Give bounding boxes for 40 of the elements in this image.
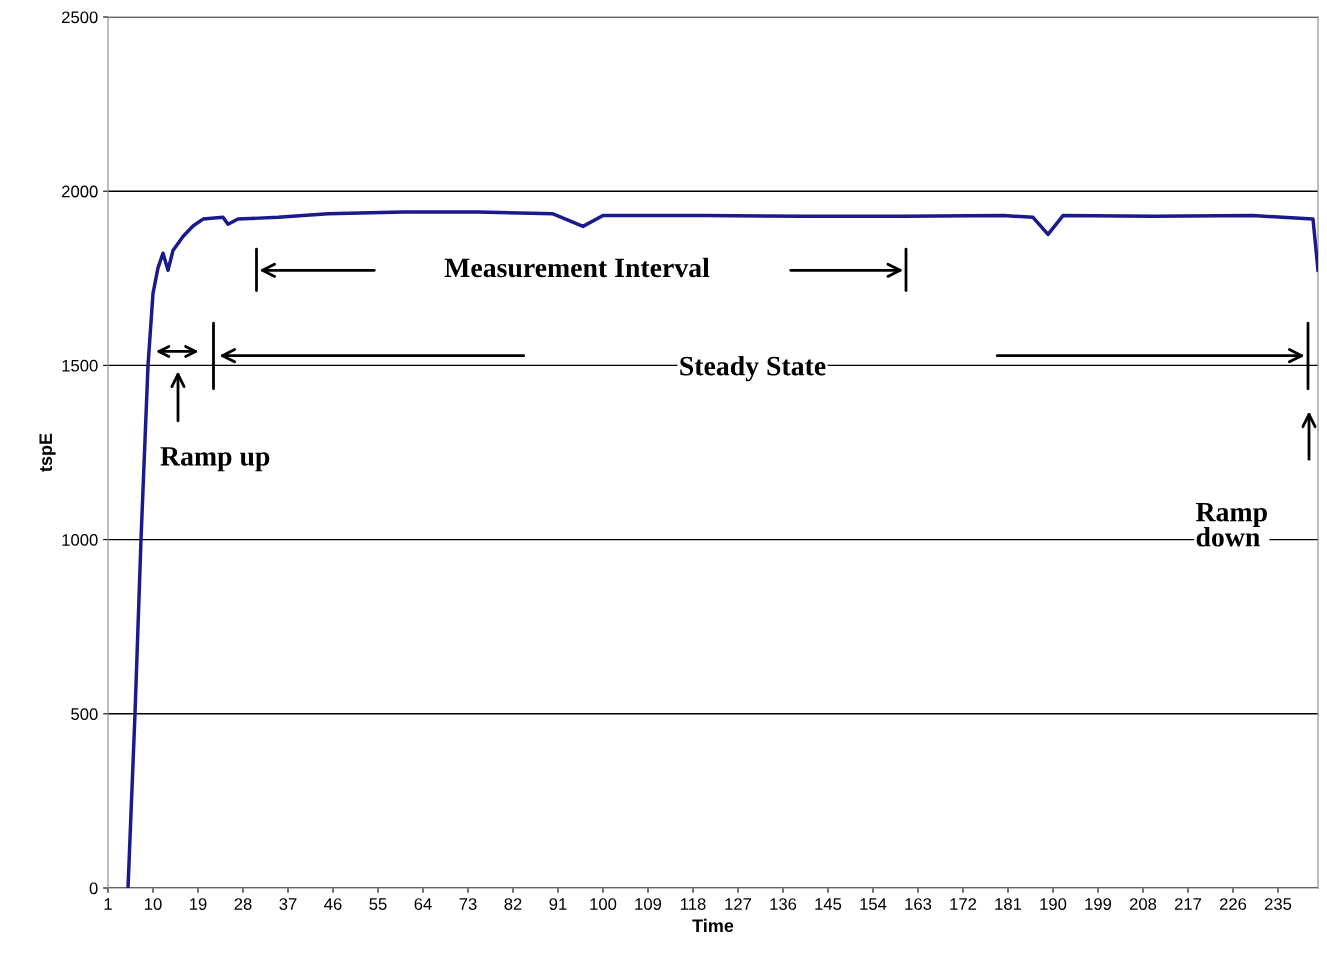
x-tick-label: 28 <box>234 898 252 910</box>
x-tick-label: 55 <box>369 898 387 910</box>
x-tick-label: 217 <box>1174 898 1202 910</box>
x-axis-title: Time <box>692 918 734 933</box>
y-tick-label: 1500 <box>62 359 98 372</box>
y-tick-label: 0 <box>89 882 98 895</box>
x-tick-label: 199 <box>1085 898 1112 910</box>
x-tick-label: 19 <box>190 898 207 910</box>
annotation: Steady State <box>680 355 826 382</box>
y-tick-label: 1000 <box>62 534 98 546</box>
x-tick-label: 208 <box>1129 898 1157 910</box>
y-tick-label: 2500 <box>62 11 98 24</box>
x-tick-label: 181 <box>995 898 1022 910</box>
x-tick-label: 73 <box>459 898 477 910</box>
x-tick-label: 190 <box>1040 898 1067 910</box>
x-tick-label: 10 <box>145 898 162 910</box>
x-tick-label: 136 <box>770 898 797 910</box>
annotation: Ramp up <box>160 447 270 472</box>
annotation: Ramp down <box>1195 502 1267 547</box>
x-tick-label: 226 <box>1219 898 1247 910</box>
x-tick-label: 91 <box>549 898 567 910</box>
x-tick-label: 82 <box>504 898 522 910</box>
y-tick-label: 2000 <box>62 185 98 198</box>
x-tick-label: 46 <box>324 898 342 910</box>
x-tick-label: 145 <box>815 898 842 910</box>
x-tick-label: 154 <box>860 898 887 910</box>
x-tick-label: 172 <box>950 898 977 910</box>
x-tick-label: 127 <box>725 898 752 910</box>
x-tick-label: 235 <box>1264 898 1292 910</box>
x-tick-label: 109 <box>635 898 662 910</box>
annotation: Measurement Interval <box>444 257 710 278</box>
x-tick-label: 1 <box>104 898 112 910</box>
x-tick-label: 64 <box>414 898 432 910</box>
line-series <box>126 210 1318 888</box>
x-tick-label: 118 <box>680 898 706 910</box>
x-tick-label: 37 <box>279 898 297 910</box>
y-tick-label: 500 <box>71 708 98 720</box>
y-axis-title: tspE <box>39 433 56 472</box>
x-tick-label: 163 <box>905 898 932 910</box>
x-tick-label: 100 <box>590 898 617 910</box>
